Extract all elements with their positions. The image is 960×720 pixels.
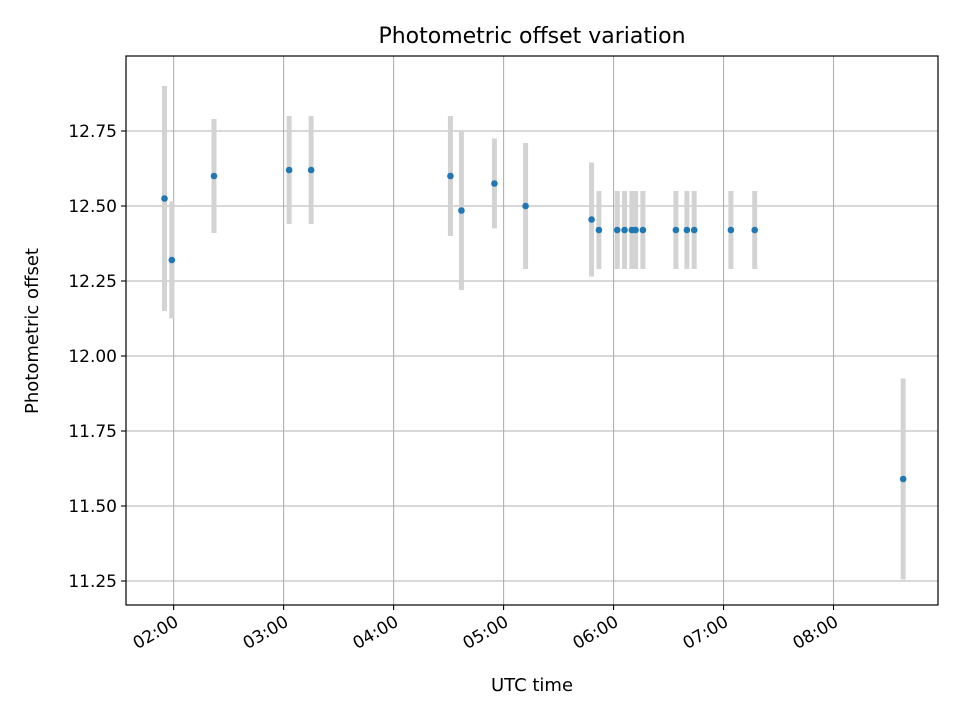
data-point <box>639 226 647 234</box>
grid <box>126 56 938 605</box>
data-point <box>285 166 293 174</box>
data-point <box>632 226 639 234</box>
data-point <box>210 172 218 180</box>
y-tick-label: 12.25 <box>68 272 117 292</box>
y-tick-label: 11.50 <box>68 497 117 517</box>
y-axis-ticks: 11.25 11.50 11.75 12.00 12.25 12.50 12.75 <box>68 122 126 592</box>
data-point <box>727 226 735 234</box>
data-point <box>683 226 691 234</box>
data-point <box>522 202 529 210</box>
data-point <box>161 195 168 202</box>
y-tick-label: 11.75 <box>68 422 117 442</box>
data-point <box>621 226 628 234</box>
y-tick-label: 12.00 <box>68 347 117 367</box>
data-point <box>899 475 907 483</box>
y-tick-label: 12.75 <box>68 122 117 142</box>
plot-area-frame <box>125 55 939 606</box>
data-point <box>595 226 603 234</box>
data-point <box>588 216 595 223</box>
y-tick-label: 12.50 <box>68 197 117 217</box>
data-point <box>447 172 454 180</box>
data-point <box>491 180 498 187</box>
data-point <box>458 207 465 214</box>
data-point <box>751 226 759 234</box>
data-point <box>613 226 621 234</box>
data-point <box>307 166 315 174</box>
data-point <box>168 256 176 264</box>
chart-title: Photometric offset variation <box>378 24 685 49</box>
x-axis-label: UTC time <box>491 675 573 696</box>
y-axis-label: Photometric offset <box>22 248 43 414</box>
data-point <box>672 226 680 234</box>
data-point <box>690 226 698 234</box>
y-tick-label: 11.25 <box>68 572 117 592</box>
data-points <box>161 166 907 483</box>
